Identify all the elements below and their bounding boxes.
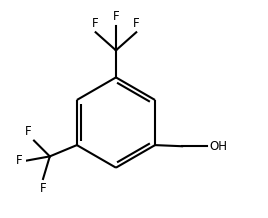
- Text: F: F: [92, 17, 99, 30]
- Text: OH: OH: [209, 140, 227, 153]
- Text: F: F: [113, 10, 119, 23]
- Text: F: F: [40, 182, 46, 195]
- Text: F: F: [133, 17, 140, 30]
- Text: F: F: [25, 125, 32, 138]
- Text: F: F: [16, 154, 23, 167]
